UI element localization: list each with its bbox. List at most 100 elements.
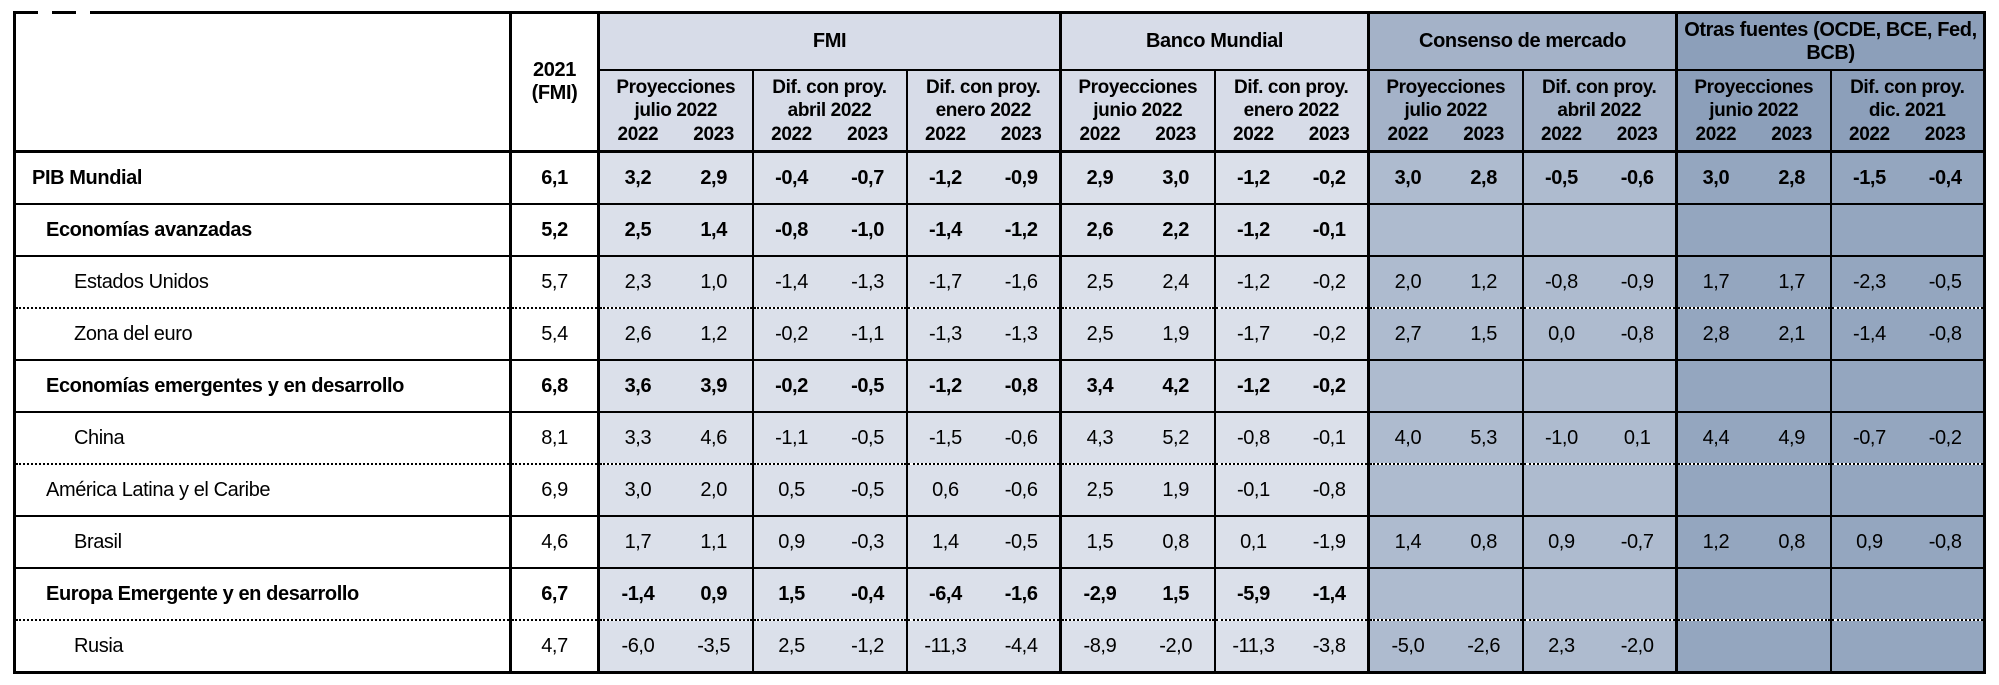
value-2023: -3,5 [697,634,731,657]
value-2022: 2,5 [1086,270,1114,293]
value-2023: -0,3 [851,530,884,553]
cell-2021: 6,9 [509,463,599,516]
value-2022: -0,8 [1544,270,1578,293]
value-cell: 2,7 1,5 [1367,307,1523,360]
value-cell: 2,5 1,9 [1059,463,1215,516]
value-2022: -0,5 [1544,166,1578,189]
value-2022: -0,8 [1236,426,1270,449]
year-label: 2023 [1924,124,1966,145]
year-label: 2023 [1308,124,1350,145]
value-2023: 1,9 [1162,322,1189,345]
value-2023: -0,8 [1312,478,1346,501]
subheader-bm-dif-enero: Dif. con proy. enero 2022 2022 2023 [1213,70,1369,152]
value-cell [1521,567,1677,620]
value-2022: -1,2 [1236,374,1270,397]
value-cell: -1,4 -1,2 [905,203,1061,256]
value-cell: 2,5 1,9 [1059,307,1215,360]
value-cell: -1,2 -0,2 [1213,359,1369,412]
value-cell [1675,463,1831,516]
value-2023: -3,8 [1312,634,1346,657]
year-label: 2023 [1771,124,1812,145]
value-2023: 4,9 [1778,426,1805,449]
row-label: PIB Mundial [14,150,511,204]
value-2022: -1,2 [1236,270,1270,293]
value-2023: -1,3 [1004,322,1038,345]
value-cell: -11,3 -3,8 [1213,619,1369,673]
value-2022: 0,9 [1548,530,1575,553]
value-cell [1367,567,1523,620]
value-2023: -0,2 [1312,166,1346,189]
value-cell [1829,203,1985,256]
table-row: Brasil 4,6 1,7 1,1 0,9 -0,3 1,4 -0,5 1,5 0,8 0,1 -1… [14,515,1985,568]
year-label: 2023 [1616,124,1658,145]
row-label: China [14,411,511,464]
value-2023: 4,2 [1162,374,1189,397]
value-2022: -0,2 [775,322,808,345]
value-2022: 2,5 [1086,322,1114,345]
value-2023: 1,5 [1470,322,1497,345]
value-cell [1829,567,1985,620]
value-cell: 0,1 -1,9 [1213,515,1369,568]
value-2022: 2,5 [778,634,805,657]
subheader-fmi-dif-enero: Dif. con proy. enero 2022 2022 2023 [905,70,1061,152]
value-2022: -2,9 [1083,582,1117,605]
value-cell [1521,359,1677,412]
value-cell: 2,0 1,2 [1367,255,1523,308]
row-label: América Latina y el Caribe [14,463,511,516]
value-cell: 3,0 2,8 [1367,150,1523,204]
value-cell: -2,9 1,5 [1059,567,1215,620]
value-2023: 1,5 [1162,582,1189,605]
value-2023: -0,2 [1312,374,1346,397]
table-row: Estados Unidos 5,7 2,3 1,0 -1,4 -1,3 -1,7 -1,6 2… [14,255,1985,308]
value-2023: 0,8 [1162,530,1189,553]
value-cell [1367,203,1523,256]
value-cell: -1,5 -0,6 [905,411,1061,464]
value-cell: -0,4 -0,7 [751,150,907,204]
value-cell: -5,0 -2,6 [1367,619,1523,673]
subheader-otras-proyecciones: Proyecciones junio 2022 2022 2023 [1675,70,1831,152]
value-2022: -0,2 [775,374,808,397]
year-label: 2022 [771,124,812,145]
value-2023: 1,2 [1470,270,1497,293]
value-2022: -1,3 [928,322,962,345]
value-2022: -8,9 [1083,634,1117,657]
col-2021-header: 2021 (FMI) [509,12,599,153]
value-2022: 1,7 [1702,270,1730,293]
year-label: 2022 [1079,124,1121,145]
year-label: 2022 [1695,124,1737,145]
year-label: 2022 [617,124,659,145]
value-cell [1675,567,1831,620]
value-cell: -0,2 -0,5 [751,359,907,412]
value-2023: -0,8 [1004,374,1038,397]
cell-2021: 5,7 [509,255,599,308]
value-2023: -1,4 [1312,582,1346,605]
year-label: 2022 [1541,124,1582,145]
value-2022: -1,2 [928,374,962,397]
value-2022: -1,5 [1852,166,1886,189]
value-2023: 0,1 [1623,426,1651,449]
value-2022: -1,5 [928,426,962,449]
group-header-otras-fuentes: Otras fuentes (OCDE, BCE, Fed, BCB) [1674,12,1985,71]
value-cell: 1,5 0,8 [1059,515,1215,568]
subheader-consenso-dif-abril: Dif. con proy. abril 2022 2022 2023 [1521,70,1677,152]
value-2023: 2,8 [1470,166,1497,189]
table-row: PIB Mundial 6,1 3,2 2,9 -0,4 -0,7 -1,2 -0,9 2,9 3… [14,150,1985,204]
value-cell: 2,3 -2,0 [1521,619,1677,673]
value-2023: -0,8 [1620,322,1654,345]
value-2023: 5,2 [1162,426,1189,449]
value-2023: 2,9 [700,166,727,189]
value-2023: 1,2 [700,322,727,345]
value-cell: -0,8 -0,1 [1213,411,1369,464]
value-2022: -11,3 [924,634,967,657]
value-2022: 1,2 [1702,530,1730,553]
value-2023: -4,4 [1004,634,1038,657]
group-header-banco-mundial: Banco Mundial [1059,12,1369,71]
value-2022: -1,7 [928,270,962,293]
value-cell: 0,9 -0,3 [751,515,907,568]
value-2023: 5,3 [1470,426,1497,449]
year-label: 2022 [1233,124,1274,145]
value-2023: -0,5 [851,478,884,501]
value-2022: -1,4 [928,218,962,241]
value-cell: 0,0 -0,8 [1521,307,1677,360]
value-2022: 1,4 [932,530,959,553]
